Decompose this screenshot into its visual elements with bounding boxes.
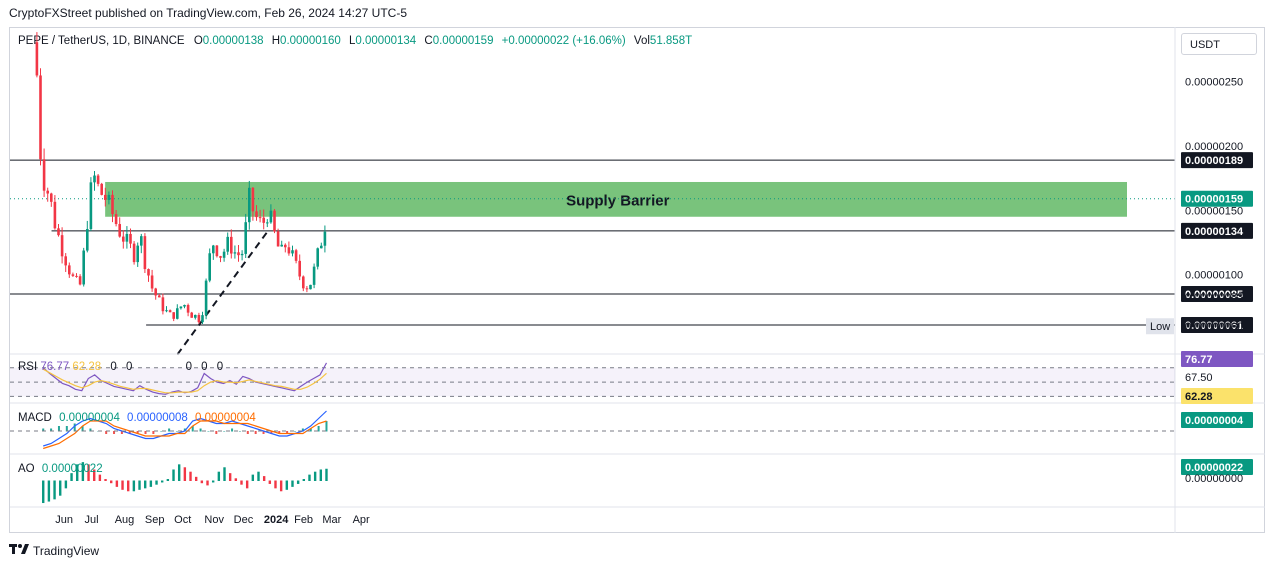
footer-brand: TradingView	[9, 543, 99, 558]
rsi-value: 76.77	[40, 361, 70, 373]
macd-label: MACD	[18, 412, 52, 424]
close-value: 0.00000159	[432, 35, 494, 47]
open-value: 0.00000138	[202, 35, 264, 47]
footer-brand-label: TradingView	[33, 543, 100, 558]
close-label: C	[424, 35, 433, 47]
currency-button[interactable]: USDT	[1181, 33, 1257, 55]
rsi-extra-0: 0	[110, 361, 117, 373]
macd-line-value: 0.00000008	[127, 412, 188, 424]
ao-value: 0.00000022	[41, 463, 103, 475]
rsi-legend: RSI 76.77 62.28 0 0 0 0 0	[18, 361, 223, 373]
ao-label: AO	[18, 463, 35, 475]
volume-label: Vol	[633, 35, 650, 47]
macd-signal-value: 0.00000004	[195, 412, 256, 424]
rsi-ma-value: 62.28	[72, 361, 102, 373]
change-value: +0.00000022 (+16.06%)	[501, 35, 626, 47]
ao-legend: AO 0.00000022	[18, 463, 103, 475]
rsi-label: RSI	[18, 361, 38, 373]
rsi-extra-4: 0	[216, 361, 224, 373]
rsi-extra-1: 0	[125, 361, 133, 373]
rsi-extra-2: 0	[185, 361, 192, 373]
high-value: 0.00000160	[280, 35, 341, 47]
macd-legend: MACD 0.00000004 0.00000008 0.00000004	[18, 412, 256, 424]
rsi-extra-3: 0	[201, 361, 208, 373]
high-label: H	[271, 35, 281, 47]
ohlc-legend: PEPE / TetherUS, 1D, BINANCE O0.00000138…	[18, 35, 697, 47]
macd-hist-value: 0.00000004	[59, 412, 120, 424]
chart-frame	[9, 27, 1265, 533]
tradingview-logo-icon	[9, 543, 29, 558]
symbol-title[interactable]: PEPE / TetherUS, 1D, BINANCE	[18, 35, 185, 47]
low-value: 0.00000134	[355, 35, 417, 47]
publisher-header: CryptoFXStreet published on TradingView.…	[9, 6, 407, 20]
low-label: L	[349, 35, 356, 47]
open-label: O	[193, 35, 203, 47]
volume-value: 51.858T	[649, 35, 693, 47]
